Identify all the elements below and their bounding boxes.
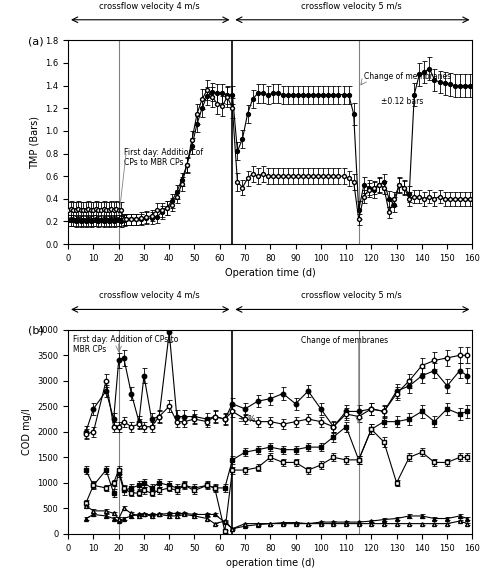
Text: (a): (a)	[28, 36, 43, 46]
Y-axis label: TMP (Bars): TMP (Bars)	[30, 116, 39, 169]
Y-axis label: COD mg/l: COD mg/l	[22, 409, 32, 455]
Text: First day: Addition of CPs to
MBR CPs: First day: Addition of CPs to MBR CPs	[73, 335, 179, 354]
Text: ±5%: ±5%	[238, 414, 256, 424]
X-axis label: operation time (d): operation time (d)	[226, 558, 315, 568]
Text: First day: Addition of
CPs to MBR CPs: First day: Addition of CPs to MBR CPs	[124, 148, 203, 167]
Text: (b): (b)	[28, 326, 43, 336]
X-axis label: Operation time (d): Operation time (d)	[225, 269, 316, 278]
Text: ±0.12 bars: ±0.12 bars	[381, 97, 424, 106]
Text: crossflow velocity 5 m/s: crossflow velocity 5 m/s	[301, 2, 401, 10]
Text: Change of membranes: Change of membranes	[364, 72, 451, 81]
Text: crossflow velocity 4 m/s: crossflow velocity 4 m/s	[99, 291, 199, 300]
Text: crossflow velocity 5 m/s: crossflow velocity 5 m/s	[301, 291, 401, 300]
Text: Change of membranes: Change of membranes	[300, 336, 388, 345]
Text: crossflow velocity 4 m/s: crossflow velocity 4 m/s	[99, 2, 199, 10]
